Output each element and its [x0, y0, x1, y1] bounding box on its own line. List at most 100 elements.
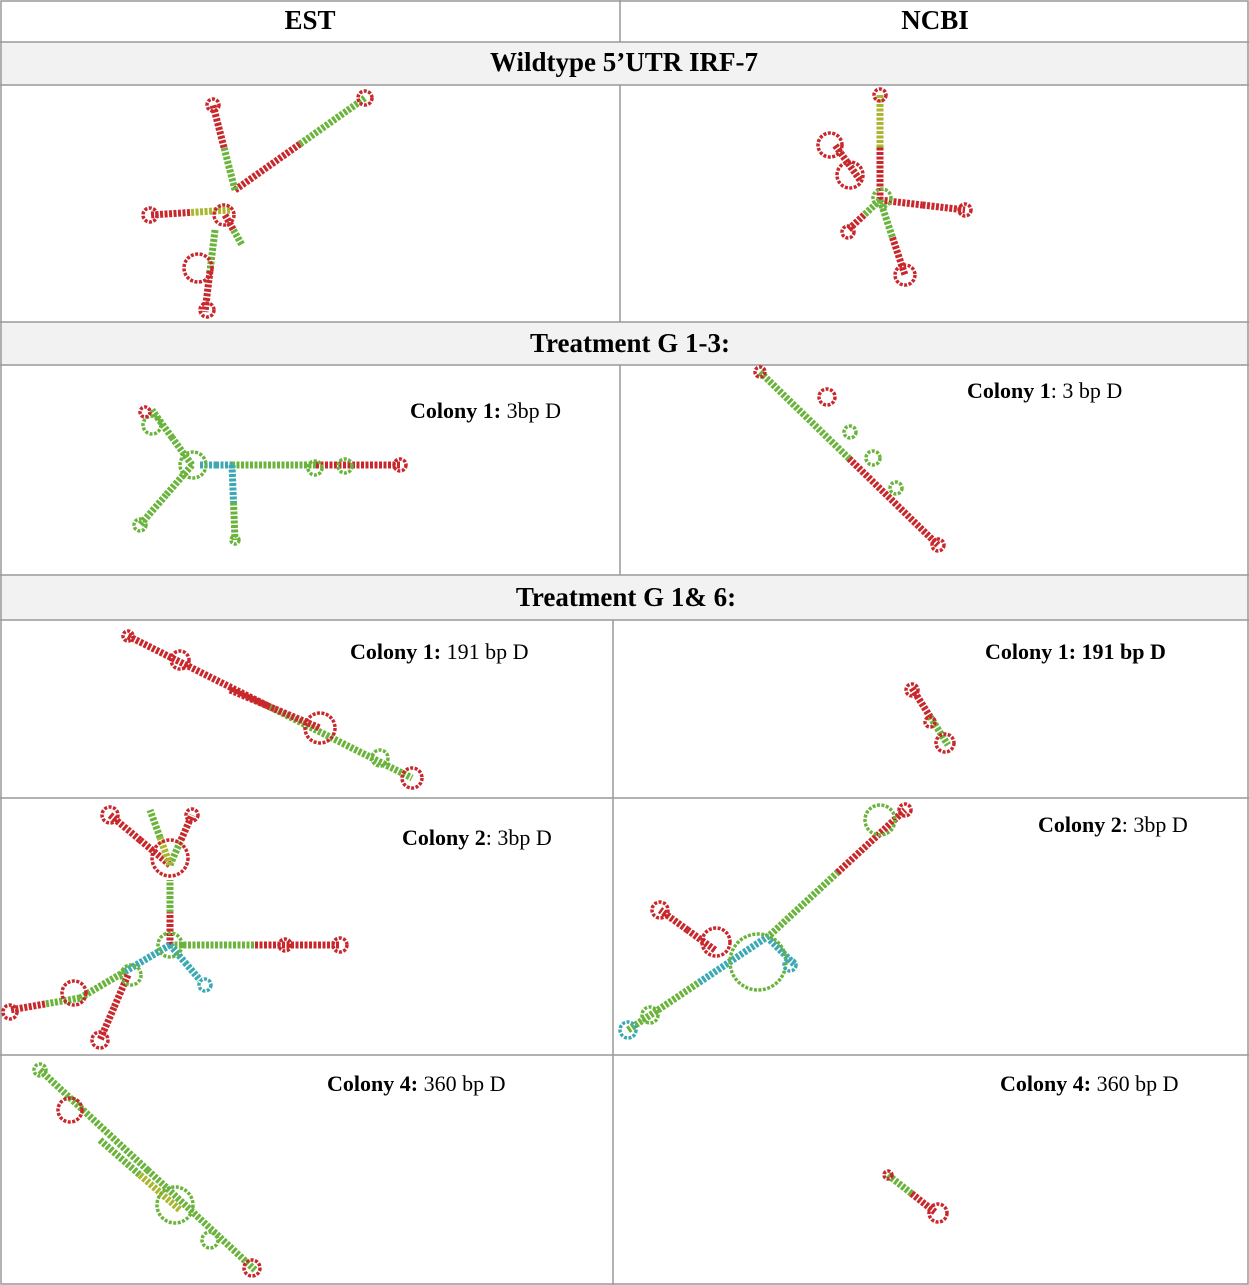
column-header: EST: [284, 5, 336, 35]
cell-label: Colony 1: 3bp D: [410, 398, 561, 424]
rna-loop: [169, 649, 191, 671]
rna-loop: [650, 900, 670, 920]
label-text: : 3 bp D: [1050, 378, 1123, 403]
rna-loop: [100, 805, 120, 825]
rna-loop: [930, 537, 946, 553]
rna-loop: [141, 414, 163, 436]
label-bold: Colony 4:: [327, 1071, 419, 1096]
rna-loop: [882, 1169, 894, 1181]
rna-stem: [861, 197, 883, 218]
rna-stem: [37, 1067, 150, 1173]
rna-stem: [845, 212, 867, 233]
rna-loop: [336, 457, 354, 475]
rna-loop: [872, 87, 888, 103]
rna-stem: [182, 960, 203, 983]
rna-stem: [220, 146, 239, 191]
rna-stem: [228, 686, 277, 713]
rna-stem: [230, 228, 246, 247]
cell-label: Colony 1: 191 bp D: [350, 639, 528, 665]
rna-stem: [697, 932, 772, 986]
rna-stem: [146, 808, 164, 839]
rna-stem: [232, 141, 303, 193]
rna-loop: [138, 405, 152, 419]
rna-loop: [197, 977, 213, 993]
rna-stem: [767, 869, 840, 938]
rna-loop: [840, 224, 856, 240]
label-text: : 3bp D: [485, 825, 552, 850]
rna-structures: [1, 87, 973, 1278]
rna-loop: [277, 937, 293, 953]
rna-stem: [879, 196, 923, 209]
rna-loop: [888, 480, 904, 496]
rna-loop: [370, 748, 390, 768]
rna-stem: [909, 686, 933, 719]
rna-stem: [209, 104, 228, 149]
rna-loop: [864, 449, 882, 467]
label-text: 360 bp D: [1091, 1071, 1179, 1096]
rna-loop: [1, 1003, 19, 1021]
rna-stem: [657, 907, 690, 933]
rna-loop: [934, 732, 956, 754]
rna-loop: [817, 387, 837, 407]
rna-stem: [123, 941, 172, 975]
rna-stem: [156, 836, 174, 867]
rna-stem: [626, 979, 701, 1033]
column-header: NCBI: [901, 5, 969, 35]
rna-stem: [169, 435, 195, 468]
rna-stem: [846, 455, 941, 548]
cell-label: Colony 4: 360 bp D: [327, 1071, 505, 1097]
rna-stem: [922, 201, 966, 214]
rna-loop: [229, 534, 241, 546]
rna-loop: [212, 203, 236, 227]
rna-loop: [871, 187, 893, 209]
rna-loop: [392, 457, 408, 473]
label-bold: Colony 1: 191 bp D: [985, 639, 1166, 664]
rna-loop: [904, 682, 920, 698]
rna-stem: [44, 994, 81, 1008]
rna-stem: [189, 206, 231, 216]
rna-stem: [9, 1000, 46, 1014]
rna-loop: [927, 1202, 949, 1224]
cell-label: Colony 4: 360 bp D: [1000, 1071, 1178, 1097]
rna-stem: [107, 812, 143, 843]
rna-loop: [923, 715, 937, 729]
rna-stem: [221, 213, 237, 232]
label-bold: Colony 4:: [1000, 1071, 1092, 1096]
rna-loop: [753, 365, 767, 379]
cell-label: Colony 1: 3 bp D: [967, 378, 1122, 404]
label-text: 3bp D: [501, 398, 561, 423]
rna-loop: [640, 1005, 660, 1025]
rna-stem: [228, 464, 237, 503]
rna-loop: [893, 263, 917, 287]
rna-stem: [889, 236, 909, 277]
rna-loop: [141, 206, 159, 224]
rna-stem: [273, 705, 322, 732]
rna-loop: [356, 89, 374, 107]
section-band: [0, 575, 1249, 620]
rna-loop: [156, 931, 184, 959]
rna-loop: [835, 160, 865, 190]
label-bold: Colony 1:: [410, 398, 502, 423]
rna-stem: [767, 937, 785, 955]
label-text: 360 bp D: [418, 1071, 506, 1096]
rna-loop: [198, 301, 216, 319]
rna-loop: [178, 450, 208, 480]
rna-stem: [149, 407, 175, 440]
rna-stem: [685, 927, 718, 953]
rna-loop: [60, 979, 88, 1007]
rna-stem: [126, 632, 272, 711]
rna-loop: [728, 932, 788, 992]
cell-label: Colony 1: 191 bp D: [985, 639, 1166, 665]
rna-stem: [230, 502, 239, 541]
section-title: Treatment G 1-3:: [530, 328, 730, 358]
label-bold: Colony 2: [402, 825, 486, 850]
label-bold: Colony 1: [967, 378, 1051, 403]
rna-stem: [268, 703, 414, 782]
rna-loop: [155, 1185, 195, 1225]
rna-loop: [618, 1020, 638, 1040]
cell-label: Colony 2: 3bp D: [402, 825, 552, 851]
rna-loop: [842, 424, 858, 440]
rna-loop: [700, 926, 732, 958]
